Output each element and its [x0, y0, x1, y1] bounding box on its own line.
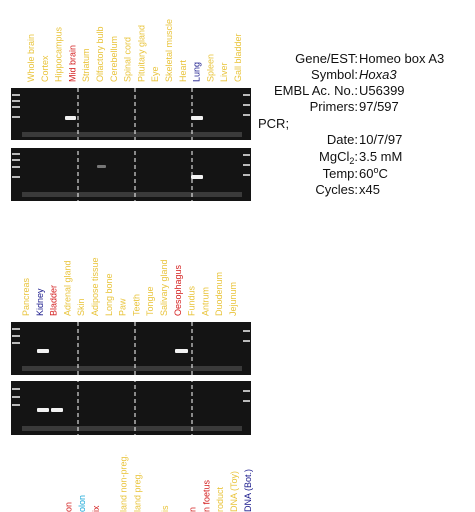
lane-label: Paw	[118, 298, 128, 316]
lane-label: Oesophagus	[173, 264, 183, 316]
lane-label: Striatum	[81, 48, 91, 82]
info-value: 97/597	[359, 99, 399, 114]
info-label: Date:	[327, 132, 358, 147]
lane-label: n	[188, 507, 198, 512]
lane-label: Whole brain	[26, 34, 36, 82]
lane-label: Bladder	[49, 285, 59, 316]
info-label: :	[354, 149, 358, 164]
lane-label: Gall bladder	[233, 33, 243, 82]
lane-label: on	[63, 502, 73, 512]
lane-label: Cortex	[40, 55, 50, 82]
info-value: 10/7/97	[359, 132, 402, 147]
lane-label: Adipose tissue	[90, 257, 100, 316]
lane-label: Spleen	[205, 54, 215, 82]
lane-label: Pancreas	[21, 277, 31, 316]
lane-label: Salivary gland	[159, 259, 169, 316]
lane-label: Kidney	[35, 288, 45, 316]
info-label: Symbol:	[311, 67, 358, 82]
info-label: Temp:	[323, 166, 358, 181]
lane-label: Duodenum	[214, 272, 224, 316]
info-subscript: 2	[349, 156, 354, 166]
gel-middle	[11, 322, 251, 435]
lane-label: Pituitary gland	[136, 25, 146, 82]
lane-label: Mid brain	[67, 45, 77, 82]
lane-label: Hippocampus	[54, 26, 64, 82]
lane-label: Olfactory bulb	[95, 26, 105, 82]
lane-label: DNA (Bot.)	[243, 469, 253, 512]
lane-label: n foetus	[201, 479, 211, 512]
info-label: MgCl2:	[319, 149, 358, 166]
lane-label: Skin	[76, 298, 86, 316]
info-value: 60	[359, 166, 373, 181]
lane-label: DNA (Toy)	[229, 471, 239, 512]
lane-label: Antrum	[200, 287, 210, 316]
info-value: 3.5 mM	[359, 149, 402, 164]
info-label: PCR;	[258, 116, 289, 131]
info-value: C	[378, 166, 387, 181]
lane-label: Spinal cord	[123, 37, 133, 82]
info-value: x45	[359, 182, 380, 197]
lane-label: Liver	[219, 62, 229, 82]
lane-label: ix	[91, 505, 101, 512]
lane-label: Skeletal muscle	[164, 19, 174, 82]
lane-label: olon	[77, 495, 87, 512]
lane-label: land preg.	[132, 472, 142, 512]
info-value: 60oC	[359, 165, 388, 181]
info-label: EMBL Ac. No.:	[274, 83, 358, 98]
info-superscript: o	[373, 165, 378, 175]
info-label: Cycles:	[315, 182, 358, 197]
lane-label: Tongue	[145, 286, 155, 316]
lane-label: Teeth	[131, 294, 141, 316]
info-value: Hoxa3	[359, 67, 397, 82]
info-label: Primers:	[310, 99, 358, 114]
info-label: Gene/EST:	[295, 51, 358, 66]
lane-label: Lung	[192, 62, 202, 82]
lane-label: Fundus	[187, 285, 197, 316]
lane-label: Eye	[150, 66, 160, 82]
info-label: MgCl	[319, 149, 349, 164]
gel-top	[11, 88, 251, 201]
lane-label: roduct	[215, 486, 225, 512]
info-value: U56399	[359, 83, 405, 98]
lane-label: Long bone	[104, 273, 114, 316]
lane-label: Jejunum	[228, 282, 238, 316]
lane-label: land non-preg.	[119, 454, 129, 512]
lane-label: is	[160, 505, 170, 512]
info-value: Homeo box A3	[359, 51, 444, 66]
lane-label: Heart	[178, 59, 188, 82]
pcr-info: Gene/EST: Homeo box A3 Symbol: Hoxa3 EMB…	[258, 51, 444, 197]
lane-label: Adrenal gland	[62, 260, 72, 316]
lane-label: Cerebellum	[109, 36, 119, 82]
